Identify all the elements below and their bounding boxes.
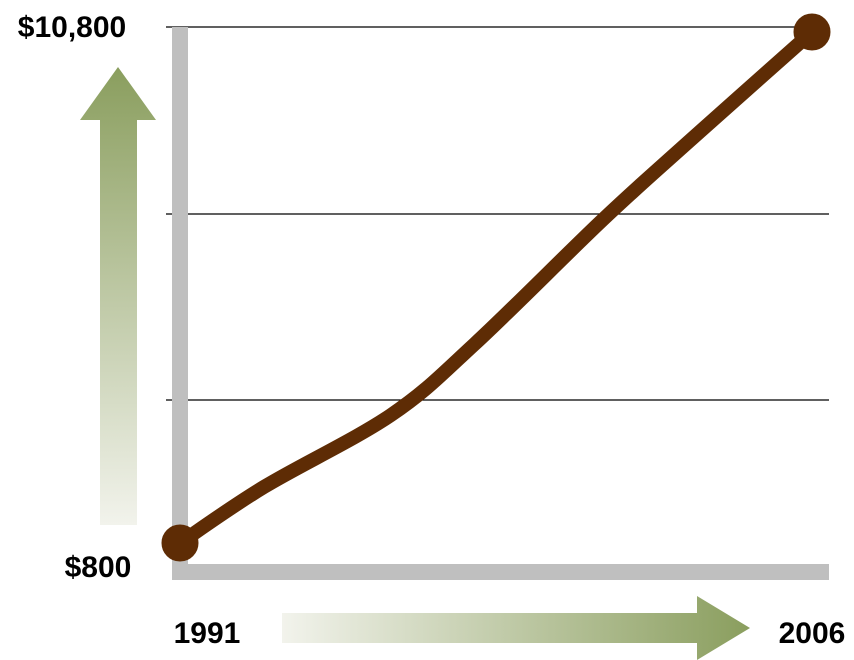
data-point-end bbox=[793, 13, 831, 51]
data-point-start bbox=[161, 524, 199, 562]
x-axis bbox=[172, 564, 829, 580]
gridlines bbox=[166, 26, 829, 401]
y-tick-label-max: $10,800 bbox=[18, 11, 126, 44]
y-tick-label-min: $800 bbox=[65, 551, 132, 584]
y-axis bbox=[172, 27, 188, 580]
series-line bbox=[173, 25, 819, 550]
up-gradient-arrow bbox=[80, 67, 156, 525]
x-tick-label-start: 1991 bbox=[174, 617, 241, 650]
right-gradient-arrow bbox=[282, 596, 750, 660]
x-tick-label-end: 2006 bbox=[779, 617, 846, 650]
